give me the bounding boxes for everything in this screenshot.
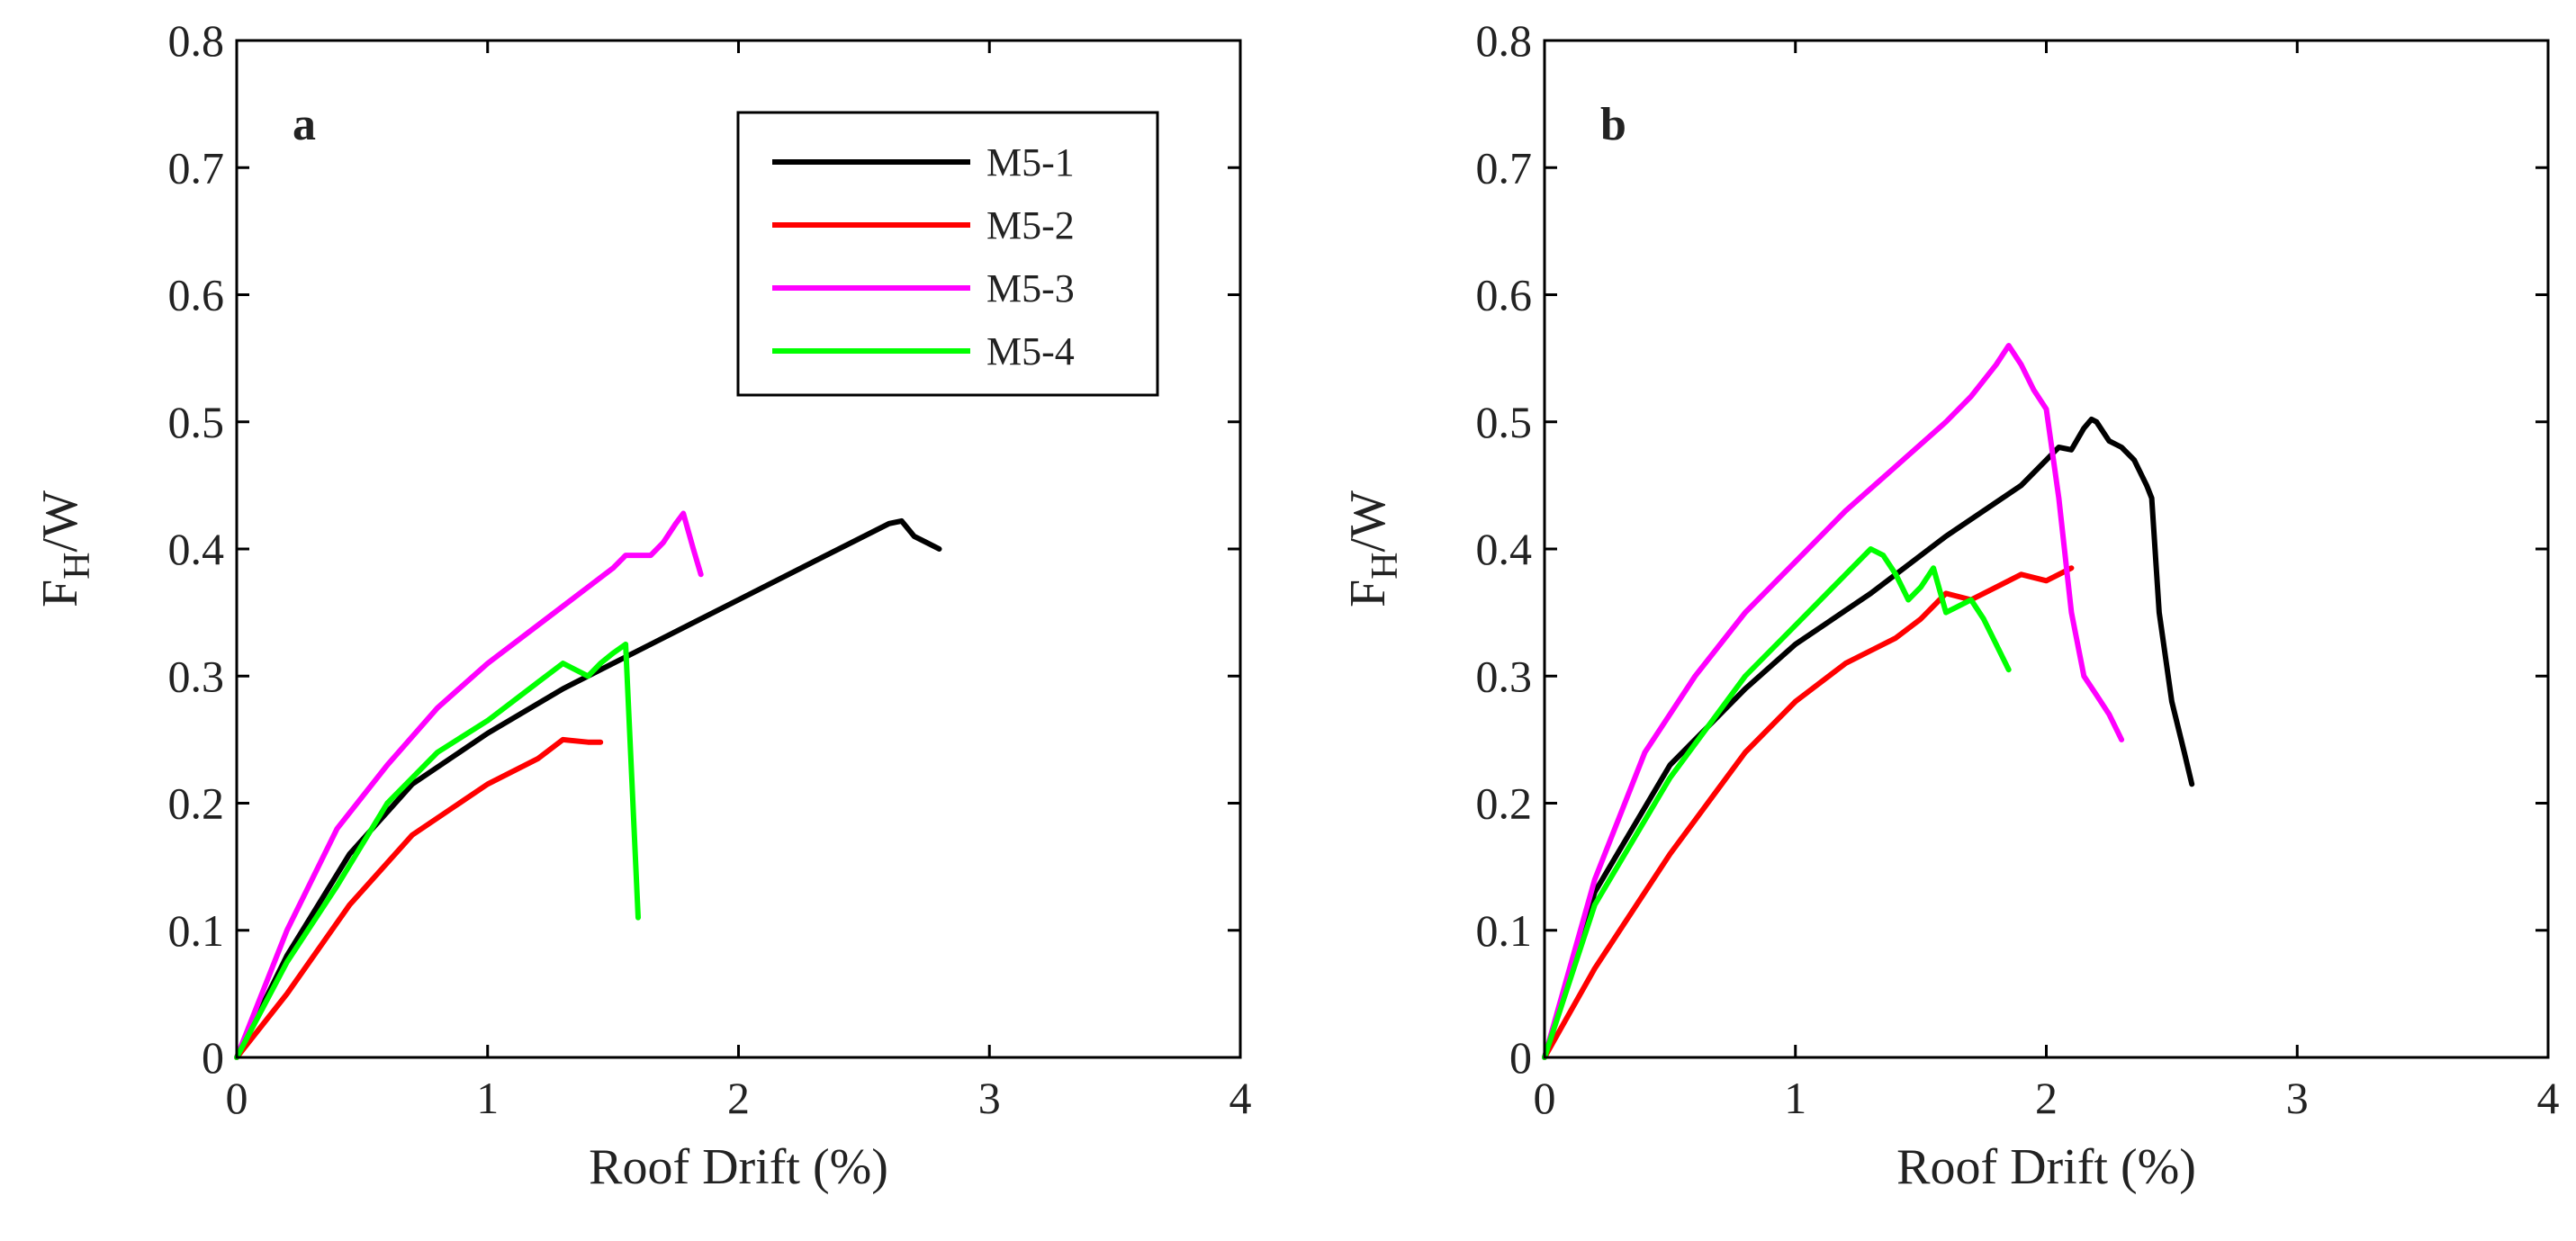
y-tick-label: 0.3 xyxy=(1476,651,1533,701)
y-axis-title: FH/W xyxy=(1340,490,1406,607)
series-line-m5-2 xyxy=(1542,565,2075,1060)
y-tick-label: 0.1 xyxy=(168,905,225,956)
x-tick-label: 0 xyxy=(226,1073,248,1123)
y-tick-label: 0 xyxy=(202,1032,224,1083)
x-axis-title: Roof Drift (%) xyxy=(1896,1139,2196,1195)
panel-a-chart: 0 1 2 3 4 0 0.1 0.2 0.3 0.4 0.5 0.6 0.7 0.8 Roof Drift… xyxy=(32,15,1252,1195)
x-tick-label: 4 xyxy=(1229,1073,1252,1123)
x-tick-label: 2 xyxy=(727,1073,750,1123)
series-line-m5-3 xyxy=(1542,343,2125,1060)
y-tick-label: 0.3 xyxy=(168,651,225,701)
axes-frame xyxy=(1543,39,2550,1059)
x-tick-label: 3 xyxy=(2286,1073,2309,1123)
x-tick-label: 2 xyxy=(2035,1073,2058,1123)
y-tick-label: 0.5 xyxy=(1476,397,1533,447)
y-axis-title: FH/W xyxy=(32,490,98,607)
series-line-m5-3 xyxy=(234,510,704,1060)
y-tick-label: 0.7 xyxy=(168,142,225,193)
panel-label: a xyxy=(293,99,316,150)
series-line-m5-4 xyxy=(1542,546,2012,1060)
legend-label-m5-4: M5-4 xyxy=(986,329,1075,373)
y-tick-label: 0.1 xyxy=(1476,905,1533,956)
y-tick-label: 0.4 xyxy=(1476,524,1533,574)
series-line-m5-4 xyxy=(234,641,641,1060)
x-axis-title: Roof Drift (%) xyxy=(589,1139,888,1195)
x-tick-label: 1 xyxy=(1784,1073,1806,1123)
series-line-m5-2 xyxy=(234,736,604,1060)
y-tick-label: 0 xyxy=(1509,1032,1532,1083)
legend-label-m5-1: M5-1 xyxy=(986,140,1075,184)
y-tick-label: 0.6 xyxy=(168,270,225,320)
panel-label: b xyxy=(1600,99,1626,150)
y-tick-label: 0.8 xyxy=(168,15,225,66)
y-tick-label: 0.7 xyxy=(1476,142,1533,193)
legend-label-m5-2: M5-2 xyxy=(986,203,1075,247)
series-line-m5-1 xyxy=(1542,416,2195,1060)
series-line-m5-1 xyxy=(234,517,942,1060)
x-tick-label: 4 xyxy=(2537,1073,2560,1123)
x-tick-label: 0 xyxy=(1534,1073,1556,1123)
y-tick-label: 0.4 xyxy=(168,524,225,574)
y-tick-label: 0.2 xyxy=(168,778,225,829)
y-tick-label: 0.6 xyxy=(1476,270,1533,320)
y-tick-label: 0.8 xyxy=(1476,15,1533,66)
x-tick-label: 3 xyxy=(978,1073,1001,1123)
legend-label-m5-3: M5-3 xyxy=(986,266,1075,310)
x-tick-label: 1 xyxy=(476,1073,499,1123)
y-tick-label: 0.2 xyxy=(1476,778,1533,829)
panel-b-chart: 0 1 2 3 4 0 0.1 0.2 0.3 0.4 0.5 0.6 0.7 0.8 Roof Drift… xyxy=(1340,15,2560,1195)
y-tick-label: 0.5 xyxy=(168,397,225,447)
